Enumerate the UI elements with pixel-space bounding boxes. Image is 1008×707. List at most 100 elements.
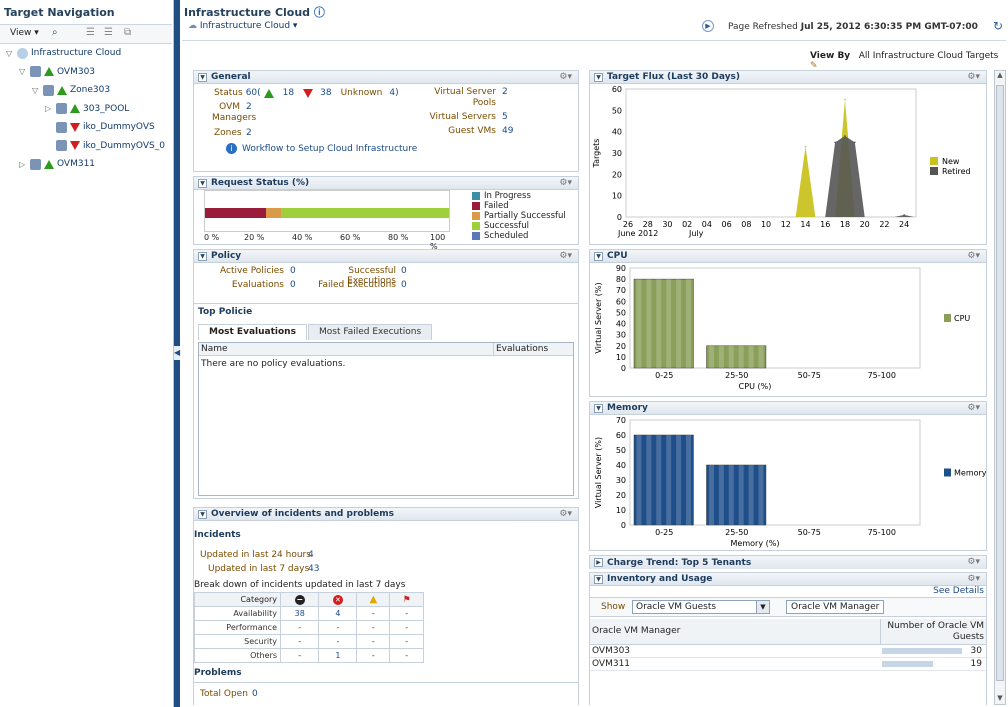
x-tick-label: 08: [741, 220, 751, 229]
gear-icon[interactable]: ⚙▾: [559, 72, 572, 82]
incident-count[interactable]: 38: [279, 606, 320, 621]
policy-header: ▼ Policy ⚙▾: [194, 250, 578, 263]
policy-title: Policy: [211, 251, 242, 261]
chevron-down-icon[interactable]: ▼: [756, 601, 769, 613]
gear-icon[interactable]: ⚙▾: [559, 178, 572, 188]
gear-icon[interactable]: ⚙▾: [559, 251, 572, 261]
collapse-chevron-icon[interactable]: ▼: [594, 574, 603, 584]
collapse-chevron-icon[interactable]: ▼: [198, 251, 207, 261]
bar-stripe: [738, 345, 744, 368]
last24-value[interactable]: 4: [308, 550, 314, 560]
target-menu[interactable]: ☁ Infrastructure Cloud ▾: [188, 21, 298, 31]
vs-pools-label: Virtual Server Pools: [434, 87, 496, 108]
inventory-row-name[interactable]: OVM311: [592, 659, 631, 669]
expand-all-icon[interactable]: ☰: [86, 27, 95, 38]
collapse-chevron-icon[interactable]: ▼: [198, 509, 207, 519]
col-evaluations[interactable]: Evaluations: [493, 343, 548, 356]
target-icon: [30, 158, 41, 170]
view-by-value[interactable]: All Infrastructure Cloud Targets: [858, 51, 999, 61]
zones-value[interactable]: 2: [246, 128, 252, 138]
workflow-row: i Workflow to Setup Cloud Infrastructure: [226, 143, 417, 154]
vs-pools-value[interactable]: 2: [502, 87, 508, 97]
total-open-value[interactable]: 0: [252, 689, 258, 699]
tree-node[interactable]: iko_DummyOVS: [45, 119, 155, 135]
refresh-icon[interactable]: ↻: [993, 19, 1004, 33]
collapse-chevron-icon[interactable]: ▼: [594, 251, 603, 261]
up-count[interactable]: 18: [282, 88, 295, 98]
collapse-chevron-icon[interactable]: ▼: [594, 403, 603, 413]
tree-node[interactable]: ▽ OVM303: [19, 64, 95, 80]
tree-node[interactable]: ▽ Zone303: [32, 82, 110, 98]
col-name[interactable]: Name: [201, 344, 228, 354]
incident-count: -: [318, 634, 358, 649]
scroll-down-icon[interactable]: ▼: [997, 694, 1003, 702]
last7-value[interactable]: 43: [308, 564, 320, 574]
unknown-value[interactable]: 4): [389, 88, 399, 98]
twisty-icon[interactable]: ▷: [45, 104, 52, 113]
gear-icon[interactable]: ⚙▾: [967, 557, 980, 567]
twisty-icon[interactable]: ▷: [19, 159, 26, 169]
gear-icon[interactable]: ⚙▾: [967, 574, 980, 584]
virtual-servers-value[interactable]: 5: [502, 112, 508, 122]
gear-icon[interactable]: ⚙▾: [559, 509, 572, 519]
collapse-pane-handle[interactable]: ◀: [174, 346, 180, 360]
detach-icon[interactable]: ⧉: [124, 27, 132, 38]
y-axis-label: Targets: [592, 139, 601, 169]
inventory-row-name[interactable]: OVM303: [592, 646, 631, 656]
ovm-managers-label: OVM Managers: [212, 102, 257, 123]
tree-node[interactable]: ▷ OVM311: [19, 156, 95, 172]
view-menu[interactable]: View ▾: [10, 28, 39, 38]
gear-icon[interactable]: ⚙▾: [967, 403, 980, 413]
workflow-link[interactable]: Workflow to Setup Cloud Infrastructure: [242, 143, 418, 154]
group-by-button[interactable]: Oracle VM Manager: [786, 600, 885, 614]
tab-most-evaluations[interactable]: Most Evaluations: [198, 324, 307, 340]
guest-vms-value[interactable]: 49: [502, 126, 514, 136]
col-oracle-vm-manager[interactable]: Oracle VM Manager: [592, 626, 681, 636]
tree-node-label: Infrastructure Cloud: [31, 48, 122, 58]
twisty-icon[interactable]: ▽: [19, 67, 26, 76]
y-tick-label: 70: [616, 286, 626, 295]
collapse-chevron-icon[interactable]: ▼: [198, 72, 207, 82]
gear-icon[interactable]: ⚙▾: [967, 72, 980, 82]
play-icon[interactable]: ▶: [702, 20, 714, 32]
ovm-managers-value[interactable]: 2: [246, 102, 252, 112]
flux-point: [804, 145, 807, 148]
plot-area: [625, 88, 917, 218]
page-title-text: Infrastructure Cloud: [184, 6, 311, 19]
tree-node[interactable]: ▷ 303_POOL: [45, 101, 129, 117]
y-tick-label: 40: [616, 320, 626, 329]
refresh-label: Page Refreshed: [728, 22, 798, 32]
edit-pencil-icon[interactable]: ✎: [810, 61, 818, 71]
bar-stripe: [676, 279, 682, 368]
collapse-chevron-icon[interactable]: ▼: [594, 72, 603, 82]
scroll-up-icon[interactable]: ▲: [997, 71, 1003, 79]
collapse-chevron-icon[interactable]: ▼: [198, 178, 207, 188]
divider: [194, 303, 578, 304]
vertical-scrollbar[interactable]: ▲ ▼: [994, 70, 1006, 705]
see-details-link[interactable]: See Details: [933, 586, 984, 596]
col-guests[interactable]: Number of Oracle VM Guests: [880, 619, 986, 645]
y-tick-label: 50: [616, 308, 626, 317]
expand-chevron-icon[interactable]: ▶: [594, 558, 603, 567]
tree-node[interactable]: ▽ Infrastructure Cloud: [6, 45, 121, 61]
info-icon[interactable]: ⓘ: [313, 6, 325, 19]
gear-icon[interactable]: ⚙▾: [967, 251, 980, 261]
twisty-icon[interactable]: ▽: [6, 48, 13, 58]
incident-count[interactable]: 4: [318, 606, 358, 621]
down-count[interactable]: 38: [320, 88, 332, 98]
request-tick-label: 100 %: [430, 233, 446, 251]
binoculars-icon[interactable]: ⌕: [52, 27, 58, 38]
incident-count[interactable]: 1: [318, 648, 358, 663]
collapse-all-icon[interactable]: ☰: [104, 27, 113, 38]
tree-node[interactable]: iko_DummyOVS_0: [45, 138, 165, 154]
tab-most-failed-executions[interactable]: Most Failed Executions: [308, 324, 433, 340]
request-status-panel: ▼ Request Status (%) ⚙▾ 0 % 20 % 40 % 60 % 80 …: [193, 176, 579, 251]
incident-category: Performance: [194, 620, 281, 635]
request-status-title: Request Status (%): [211, 178, 310, 188]
show-select[interactable]: Oracle VM Guests ▼: [632, 600, 770, 614]
twisty-icon[interactable]: ▽: [32, 85, 39, 95]
incident-count: -: [356, 606, 391, 621]
inventory-row-bar: [882, 661, 933, 667]
scroll-thumb[interactable]: [996, 85, 1004, 681]
target-navigation-panel: Target Navigation View ▾ ⌕ ☰ ☰ ⧉ ▽ Infras…: [0, 0, 174, 707]
